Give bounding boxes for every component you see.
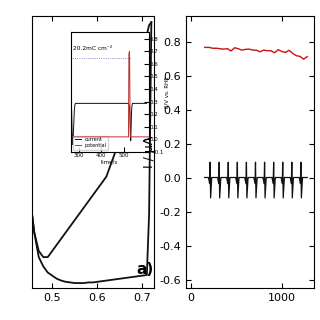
Y-axis label: E/V vs. RHE: E/V vs. RHE [165,76,170,108]
Y-axis label: I / μA: I / μA [143,136,156,168]
Text: a): a) [137,262,154,277]
